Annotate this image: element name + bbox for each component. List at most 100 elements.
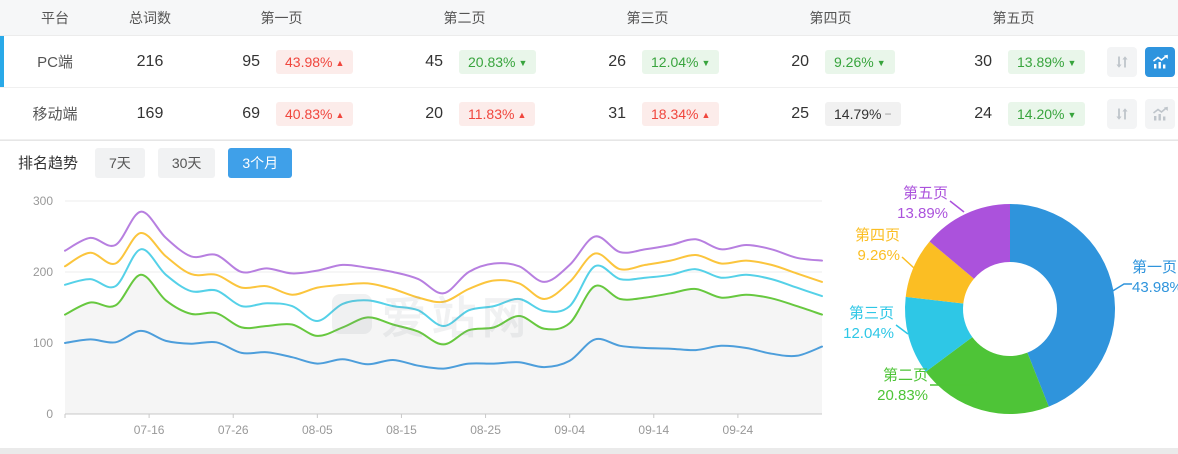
donut-callout-line — [895, 324, 909, 335]
page-percent-badge: 11.83% ▲ — [459, 101, 536, 126]
page-percent-badge: 13.89% ▼ — [1008, 49, 1086, 74]
page-percent-badge: 20.83% ▼ — [459, 49, 537, 74]
donut-callout-line — [930, 375, 988, 386]
page-count: 31 — [608, 104, 626, 122]
page1-stats: 95 43.98% ▲ — [190, 49, 373, 74]
svg-text:09-14: 09-14 — [638, 423, 669, 437]
page-percent-badge: 40.83% ▲ — [276, 101, 354, 126]
trend-up-icon: ▲ — [701, 109, 711, 120]
trend-up-icon: ▲ — [335, 109, 345, 120]
page-percent-badge: 9.26% ▼ — [825, 49, 895, 74]
page-count: 95 — [242, 52, 260, 70]
trend-down-icon: ▼ — [1067, 109, 1077, 120]
trend-flat-icon: − — [884, 106, 892, 121]
page-percent-badge: 14.20% ▼ — [1008, 101, 1086, 126]
svg-text:07-26: 07-26 — [218, 423, 249, 437]
charts-area: 0 100 200 300 07-16 07-26 08-05 08-15 08-25 09-04… — [0, 184, 1178, 447]
page2-stats: 20 11.83% ▲ — [373, 101, 556, 126]
donut-label-name: 第二页 — [882, 367, 928, 384]
trend-tab[interactable]: 7天 — [95, 147, 145, 178]
svg-text:09-24: 09-24 — [723, 423, 754, 437]
svg-text:07-16: 07-16 — [134, 423, 165, 437]
donut-label-name: 第五页 — [902, 185, 948, 202]
page-count: 69 — [242, 104, 260, 122]
page3-stats: 31 18.34% ▲ — [556, 101, 739, 126]
line-chart-svg: 0 100 200 300 07-16 07-26 08-05 08-15 08-25 09-04… — [33, 194, 823, 437]
page-count: 24 — [974, 104, 992, 122]
row-actions — [1105, 46, 1178, 77]
page-count: 30 — [974, 52, 992, 70]
svg-text:08-05: 08-05 — [302, 423, 333, 437]
donut-label-2: 第二页 20.83% — [838, 366, 928, 406]
donut-callout-line — [1110, 283, 1132, 293]
table-row[interactable]: 移动端 169 69 40.83% ▲ 20 11.83% ▲ 31 18.34% ▲ 25 14.79… — [0, 88, 1178, 140]
donut-slice — [905, 241, 974, 304]
svg-text:300: 300 — [33, 194, 53, 208]
page-count: 25 — [791, 104, 809, 122]
table-header: 平台 总词数 第一页 第二页 第三页 第四页 第五页 — [0, 0, 1178, 36]
page2-stats: 45 20.83% ▼ — [373, 49, 556, 74]
svg-text:100: 100 — [33, 336, 53, 350]
trend-down-icon: ▼ — [518, 57, 528, 68]
header-page3: 第三页 — [626, 9, 669, 26]
svg-text:09-04: 09-04 — [554, 423, 585, 437]
trend-up-icon: ▲ — [517, 109, 527, 120]
header-platform: 平台 — [41, 9, 69, 26]
trend-tab[interactable]: 3个月 — [228, 147, 293, 178]
table-row[interactable]: PC端 216 95 43.98% ▲ 45 20.83% ▼ 26 12.04% ▼ 20 9.26%… — [0, 36, 1178, 88]
trend-line-chart: 0 100 200 300 07-16 07-26 08-05 08-15 08-25 09-04… — [0, 184, 830, 447]
donut-slice — [1010, 204, 1115, 407]
header-page4: 第四页 — [809, 9, 852, 26]
page-count: 26 — [608, 52, 626, 70]
trend-section-bar: 排名趋势 7天 30天 3个月 — [0, 140, 1178, 184]
donut-slice — [929, 204, 1010, 279]
page4-stats: 25 14.79% − — [739, 101, 922, 126]
donut-chart-svg — [895, 200, 1132, 414]
donut-label-value: 43.98% — [1132, 279, 1178, 296]
donut-label-1: 第一页 43.98% — [1132, 258, 1178, 298]
donut-label-name: 第一页 — [1132, 259, 1178, 276]
trend-range-tabs: 7天 30天 3个月 — [95, 147, 293, 178]
trend-chart-button[interactable] — [1145, 98, 1175, 129]
page5-stats: 24 14.20% ▼ — [922, 101, 1105, 126]
donut-callout-line — [901, 256, 915, 269]
donut-slice — [905, 296, 973, 372]
page-count: 20 — [791, 52, 809, 70]
donut-label-name: 第四页 — [854, 227, 900, 244]
header-page5: 第五页 — [992, 9, 1035, 26]
page5-stats: 30 13.89% ▼ — [922, 49, 1105, 74]
trend-chart-button[interactable] — [1145, 46, 1175, 77]
svg-text:0: 0 — [46, 407, 53, 421]
bottom-divider — [0, 448, 1178, 454]
trend-down-icon: ▼ — [1067, 57, 1077, 68]
donut-label-value: 20.83% — [877, 387, 928, 404]
page-count: 45 — [425, 52, 443, 70]
page-percent-badge: 14.79% − — [825, 101, 901, 126]
donut-callout-line — [949, 200, 965, 213]
trend-tab[interactable]: 30天 — [157, 147, 216, 178]
page-percent-badge: 43.98% ▲ — [276, 49, 354, 74]
sort-arrows-button[interactable] — [1107, 46, 1137, 77]
sort-arrows-button[interactable] — [1107, 98, 1137, 129]
trend-up-icon: ▲ — [335, 57, 345, 68]
page1-stats: 69 40.83% ▲ — [190, 101, 373, 126]
donut-label-5: 第五页 13.89% — [860, 184, 948, 224]
page-percent-badge: 12.04% ▼ — [642, 49, 720, 74]
trend-down-icon: ▼ — [876, 57, 886, 68]
header-total-words: 总词数 — [129, 9, 171, 26]
page-distribution-donut: 第一页 43.98% 第二页 20.83% 第三页 12.04% 第四页 9.26% 第五页 13… — [830, 184, 1178, 447]
donut-label-value: 9.26% — [857, 247, 900, 264]
page3-stats: 26 12.04% ▼ — [556, 49, 739, 74]
page-percent-badge: 18.34% ▲ — [642, 101, 720, 126]
platform-name: PC端 — [37, 54, 73, 71]
donut-slice — [925, 337, 1049, 414]
trend-title: 排名趋势 — [18, 155, 79, 172]
donut-label-value: 13.89% — [897, 205, 948, 222]
page4-stats: 20 9.26% ▼ — [739, 49, 922, 74]
header-page1: 第一页 — [260, 9, 303, 26]
total-words-value: 216 — [136, 52, 164, 70]
trend-down-icon: ▼ — [701, 57, 711, 68]
header-page2: 第二页 — [443, 9, 486, 26]
page-count: 20 — [425, 104, 443, 122]
